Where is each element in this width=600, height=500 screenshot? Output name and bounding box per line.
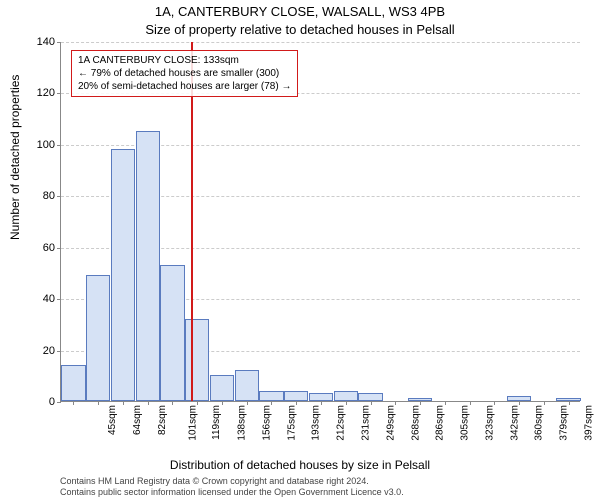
x-tick-label: 305sqm bbox=[460, 405, 471, 441]
x-tick-mark bbox=[371, 401, 372, 405]
y-tick-label: 100 bbox=[37, 139, 55, 151]
x-tick-label: 119sqm bbox=[211, 405, 222, 440]
x-tick-label: 82sqm bbox=[157, 405, 168, 435]
x-tick-label: 397sqm bbox=[583, 405, 594, 441]
annotation-line-1: 1A CANTERBURY CLOSE: 133sqm bbox=[78, 54, 291, 67]
x-tick-label: 360sqm bbox=[534, 405, 545, 441]
annotation-line-3: 20% of semi-detached houses are larger (… bbox=[78, 80, 291, 93]
x-tick-label: 156sqm bbox=[262, 405, 273, 441]
x-tick-label: 212sqm bbox=[336, 405, 347, 441]
histogram-bar bbox=[334, 391, 358, 401]
x-tick-mark bbox=[519, 401, 520, 405]
annotation-box: 1A CANTERBURY CLOSE: 133sqm← 79% of deta… bbox=[71, 50, 298, 97]
x-tick-mark bbox=[569, 401, 570, 405]
x-tick-label: 101sqm bbox=[187, 405, 198, 441]
x-tick-label: 45sqm bbox=[107, 405, 118, 435]
histogram-bar bbox=[61, 365, 85, 401]
histogram-bar bbox=[309, 393, 333, 401]
y-tick-label: 0 bbox=[49, 396, 55, 408]
x-tick-label: 379sqm bbox=[559, 405, 570, 441]
x-tick-mark bbox=[494, 401, 495, 405]
x-tick-label: 64sqm bbox=[132, 405, 143, 435]
x-tick-mark bbox=[296, 401, 297, 405]
attribution-line-2: Contains public sector information licen… bbox=[60, 487, 404, 498]
x-tick-mark bbox=[148, 401, 149, 405]
y-tick-mark bbox=[57, 402, 61, 403]
x-tick-mark bbox=[197, 401, 198, 405]
attribution-line-1: Contains HM Land Registry data © Crown c… bbox=[60, 476, 404, 487]
x-tick-label: 175sqm bbox=[286, 405, 297, 441]
y-tick-mark bbox=[57, 93, 61, 94]
attribution-text: Contains HM Land Registry data © Crown c… bbox=[60, 476, 404, 498]
x-tick-label: 323sqm bbox=[484, 405, 495, 441]
y-tick-mark bbox=[57, 42, 61, 43]
y-tick-mark bbox=[57, 196, 61, 197]
x-tick-mark bbox=[420, 401, 421, 405]
y-axis-label: Number of detached properties bbox=[8, 75, 22, 240]
x-tick-mark bbox=[222, 401, 223, 405]
x-tick-label: 193sqm bbox=[311, 405, 322, 441]
x-axis-label: Distribution of detached houses by size … bbox=[0, 458, 600, 472]
plot-area: 02040608010012014045sqm64sqm82sqm101sqm1… bbox=[60, 42, 580, 402]
chart-title-sub: Size of property relative to detached ho… bbox=[0, 22, 600, 37]
x-tick-mark bbox=[395, 401, 396, 405]
x-tick-mark bbox=[544, 401, 545, 405]
histogram-bar bbox=[86, 275, 110, 401]
histogram-bar bbox=[284, 391, 308, 401]
x-tick-label: 231sqm bbox=[361, 405, 372, 441]
x-tick-mark bbox=[247, 401, 248, 405]
x-tick-label: 268sqm bbox=[410, 405, 421, 441]
x-tick-mark bbox=[172, 401, 173, 405]
histogram-bar bbox=[259, 391, 283, 401]
x-tick-mark bbox=[346, 401, 347, 405]
chart-title-main: 1A, CANTERBURY CLOSE, WALSALL, WS3 4PB bbox=[0, 4, 600, 19]
x-tick-mark bbox=[321, 401, 322, 405]
x-tick-label: 286sqm bbox=[435, 405, 446, 441]
x-tick-mark bbox=[470, 401, 471, 405]
y-tick-mark bbox=[57, 299, 61, 300]
y-tick-mark bbox=[57, 351, 61, 352]
gridline bbox=[61, 42, 580, 43]
histogram-chart: 1A, CANTERBURY CLOSE, WALSALL, WS3 4PB S… bbox=[0, 0, 600, 500]
y-tick-label: 80 bbox=[43, 190, 55, 202]
y-tick-label: 20 bbox=[43, 345, 55, 357]
x-tick-label: 138sqm bbox=[237, 405, 248, 441]
histogram-bar bbox=[210, 375, 234, 401]
x-tick-mark bbox=[271, 401, 272, 405]
histogram-bar bbox=[111, 149, 135, 401]
y-tick-label: 120 bbox=[37, 87, 55, 99]
y-tick-mark bbox=[57, 145, 61, 146]
x-tick-label: 249sqm bbox=[385, 405, 396, 441]
y-tick-mark bbox=[57, 248, 61, 249]
y-tick-label: 60 bbox=[43, 242, 55, 254]
annotation-line-2: ← 79% of detached houses are smaller (30… bbox=[78, 67, 291, 80]
x-tick-mark bbox=[73, 401, 74, 405]
histogram-bar bbox=[160, 265, 184, 401]
y-tick-label: 140 bbox=[37, 36, 55, 48]
histogram-bar bbox=[185, 319, 209, 401]
x-tick-mark bbox=[445, 401, 446, 405]
x-tick-mark bbox=[98, 401, 99, 405]
histogram-bar bbox=[136, 131, 160, 401]
y-tick-label: 40 bbox=[43, 293, 55, 305]
x-tick-label: 342sqm bbox=[509, 405, 520, 441]
histogram-bar bbox=[235, 370, 259, 401]
x-tick-mark bbox=[123, 401, 124, 405]
histogram-bar bbox=[358, 393, 382, 401]
